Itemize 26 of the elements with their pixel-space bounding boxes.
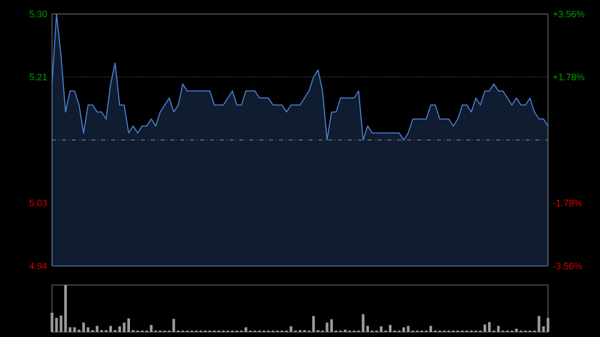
y2-tick-label: -1.78% [553, 200, 582, 206]
bar [244, 327, 248, 332]
bar [388, 324, 392, 332]
y-tick-label: 5.30 [30, 10, 47, 18]
bar [122, 322, 126, 332]
bar [406, 326, 410, 332]
y2-tick-label: +3.56% [553, 10, 584, 18]
bar [366, 326, 369, 332]
y2-tick-label: -3.56% [553, 262, 582, 270]
bar [109, 326, 112, 332]
bar [150, 324, 153, 332]
bar [488, 322, 491, 332]
bar [380, 326, 382, 332]
y-tick-label: 4.94 [29, 262, 48, 270]
y-tick-label: 5.03 [30, 200, 47, 206]
bar [402, 327, 406, 332]
bar [429, 326, 432, 332]
bar [362, 314, 364, 332]
bar [127, 318, 130, 332]
bar [484, 324, 486, 332]
bar [118, 326, 121, 332]
bar [172, 318, 176, 332]
y-tick-label: 5.21 [30, 74, 47, 80]
y2-tick-label: +1.78% [553, 74, 584, 80]
bar [96, 326, 98, 332]
bar [497, 326, 500, 332]
